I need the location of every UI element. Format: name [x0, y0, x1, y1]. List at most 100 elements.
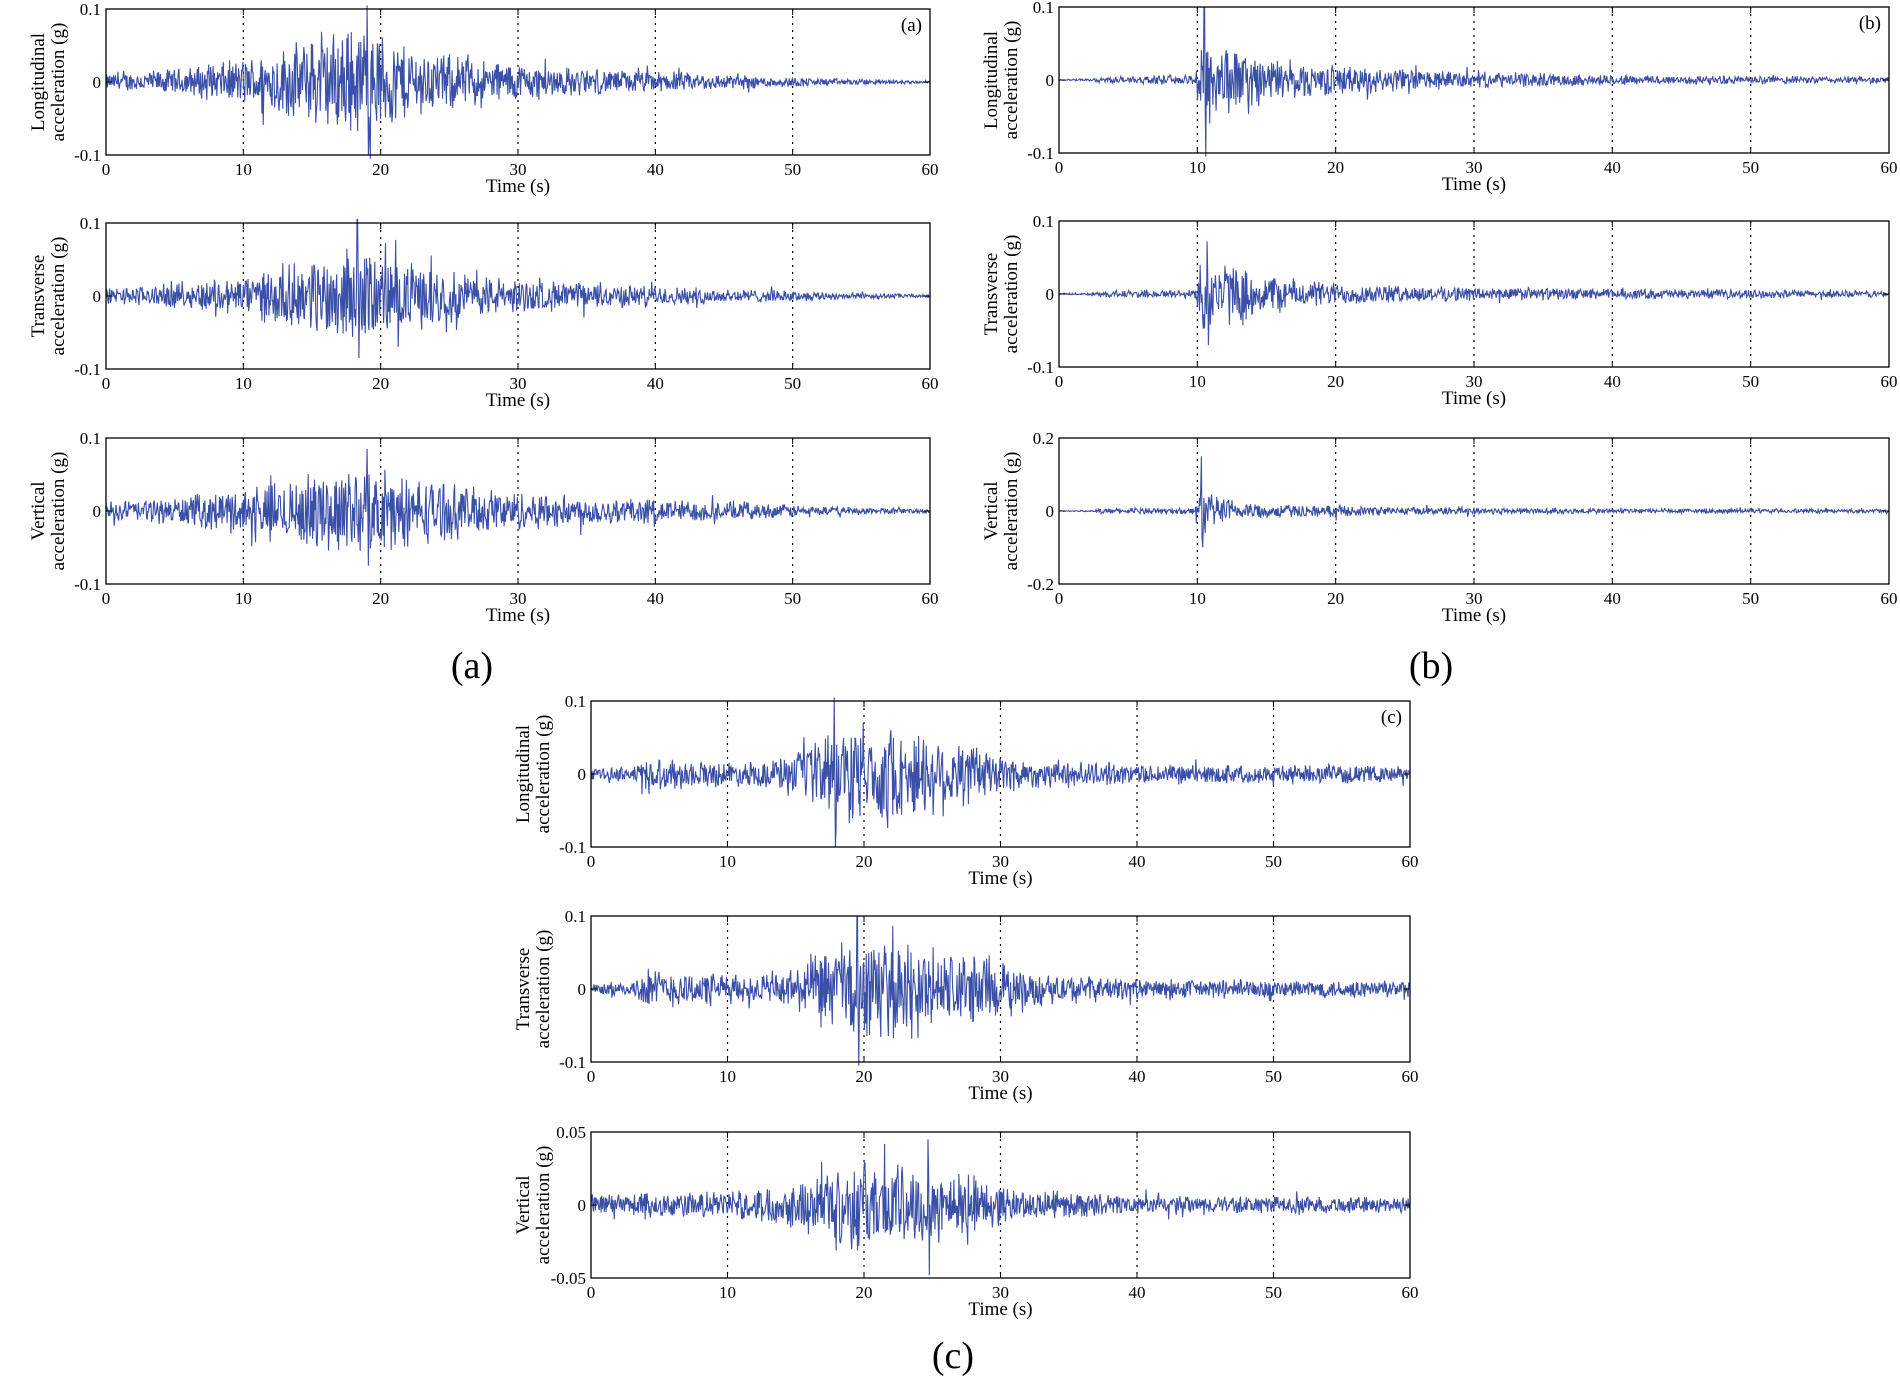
y-tick-label: 0.1	[565, 692, 586, 711]
x-tick-label: 10	[1189, 158, 1206, 177]
x-tick-label: 50	[1265, 852, 1282, 871]
y-tick-label: -0.2	[1027, 575, 1054, 594]
x-axis-label: Time (s)	[1442, 174, 1506, 195]
y-tick-label: -0.1	[74, 146, 101, 165]
y-tick-label: 0	[578, 980, 587, 999]
x-tick-label: 10	[1189, 589, 1206, 608]
y-tick-label: 0	[93, 502, 102, 521]
x-tick-label: 0	[1055, 589, 1064, 608]
x-tick-label: 30	[510, 589, 527, 608]
x-tick-label: 40	[647, 160, 664, 179]
caption-a: (a)	[451, 645, 493, 687]
y-tick-label: 0	[578, 1196, 587, 1215]
acceleration-trace	[1058, 456, 1890, 548]
x-tick-label: 20	[856, 1067, 873, 1086]
x-tick-label: 40	[1129, 1283, 1146, 1302]
y-axis-label-line1: Vertical	[981, 481, 1002, 540]
x-tick-label: 30	[992, 1067, 1009, 1086]
x-tick-label: 40	[1604, 158, 1621, 177]
x-tick-label: 30	[1466, 589, 1483, 608]
x-tick-label: 20	[372, 374, 389, 393]
y-tick-label: 0	[578, 765, 587, 784]
y-axis-label-line2: acceleration (g)	[48, 452, 69, 571]
y-tick-label: -0.1	[559, 1053, 586, 1072]
x-axis-label: Time (s)	[968, 1299, 1032, 1320]
x-tick-label: 60	[1402, 1067, 1419, 1086]
x-axis-label: Time (s)	[486, 176, 550, 197]
x-tick-label: 0	[1055, 372, 1064, 391]
y-tick-label: 0	[1046, 502, 1055, 521]
y-axis-label-line1: Transverse	[981, 253, 1002, 336]
x-tick-label: 10	[235, 160, 252, 179]
y-tick-label: 0	[93, 73, 102, 92]
acceleration-trace	[1058, 241, 1890, 346]
acceleration-trace	[1058, 6, 1890, 157]
y-axis-label-line1: Longitudinal	[28, 33, 49, 131]
x-tick-label: 30	[1466, 158, 1483, 177]
x-tick-label: 10	[235, 374, 252, 393]
y-axis-label-line2: acceleration (g)	[1001, 21, 1022, 140]
y-tick-label: 0.1	[80, 214, 101, 233]
y-axis-label-line1: Vertical	[513, 1175, 534, 1234]
y-tick-label: 0.1	[80, 0, 101, 19]
caption-c: (c)	[932, 1335, 974, 1377]
x-tick-label: 60	[1881, 158, 1898, 177]
x-tick-label: 0	[1055, 158, 1064, 177]
x-axis-label: Time (s)	[968, 1083, 1032, 1104]
x-tick-label: 60	[1881, 372, 1898, 391]
x-axis-label: Time (s)	[1442, 605, 1506, 626]
x-tick-label: 60	[922, 374, 939, 393]
x-tick-label: 20	[856, 852, 873, 871]
x-tick-label: 50	[1265, 1283, 1282, 1302]
x-tick-label: 50	[1265, 1067, 1282, 1086]
y-tick-label: 0	[1046, 285, 1055, 304]
x-tick-label: 0	[102, 374, 111, 393]
x-tick-label: 50	[1742, 372, 1759, 391]
x-tick-label: 30	[510, 160, 527, 179]
x-tick-label: 30	[510, 374, 527, 393]
x-tick-label: 10	[719, 852, 736, 871]
subplot-tag: (b)	[1859, 13, 1881, 34]
x-tick-label: 0	[102, 160, 111, 179]
x-axis-label: Time (s)	[1442, 388, 1506, 409]
x-tick-label: 20	[856, 1283, 873, 1302]
y-axis-label-line2: acceleration (g)	[1001, 235, 1022, 354]
x-tick-label: 50	[784, 589, 801, 608]
acceleration-trace	[590, 1139, 1411, 1276]
y-axis-label-line2: acceleration (g)	[533, 1146, 554, 1265]
x-tick-label: 40	[647, 589, 664, 608]
y-tick-label: 0.2	[1033, 429, 1054, 448]
y-axis-label-line2: acceleration (g)	[48, 23, 69, 142]
y-tick-label: -0.05	[551, 1269, 586, 1288]
y-tick-label: 0.1	[80, 429, 101, 448]
y-tick-label: 0.1	[1033, 212, 1054, 231]
x-tick-label: 40	[1604, 372, 1621, 391]
acceleration-trace	[105, 5, 931, 159]
x-tick-label: 10	[1189, 372, 1206, 391]
x-tick-label: 20	[372, 160, 389, 179]
y-axis-label-line1: Longitudinal	[981, 31, 1002, 129]
y-tick-label: -0.1	[74, 360, 101, 379]
x-tick-label: 40	[647, 374, 664, 393]
x-tick-label: 40	[1129, 1067, 1146, 1086]
x-tick-label: 60	[1402, 852, 1419, 871]
subplot-tag: (c)	[1381, 707, 1402, 728]
x-axis-label: Time (s)	[968, 868, 1032, 889]
y-axis-label-line2: acceleration (g)	[533, 715, 554, 834]
x-tick-label: 40	[1129, 852, 1146, 871]
x-tick-label: 50	[1742, 589, 1759, 608]
x-tick-label: 0	[587, 852, 596, 871]
y-tick-label: 0.05	[556, 1123, 586, 1142]
x-tick-label: 60	[922, 160, 939, 179]
x-axis-label: Time (s)	[486, 390, 550, 411]
x-tick-label: 10	[719, 1067, 736, 1086]
